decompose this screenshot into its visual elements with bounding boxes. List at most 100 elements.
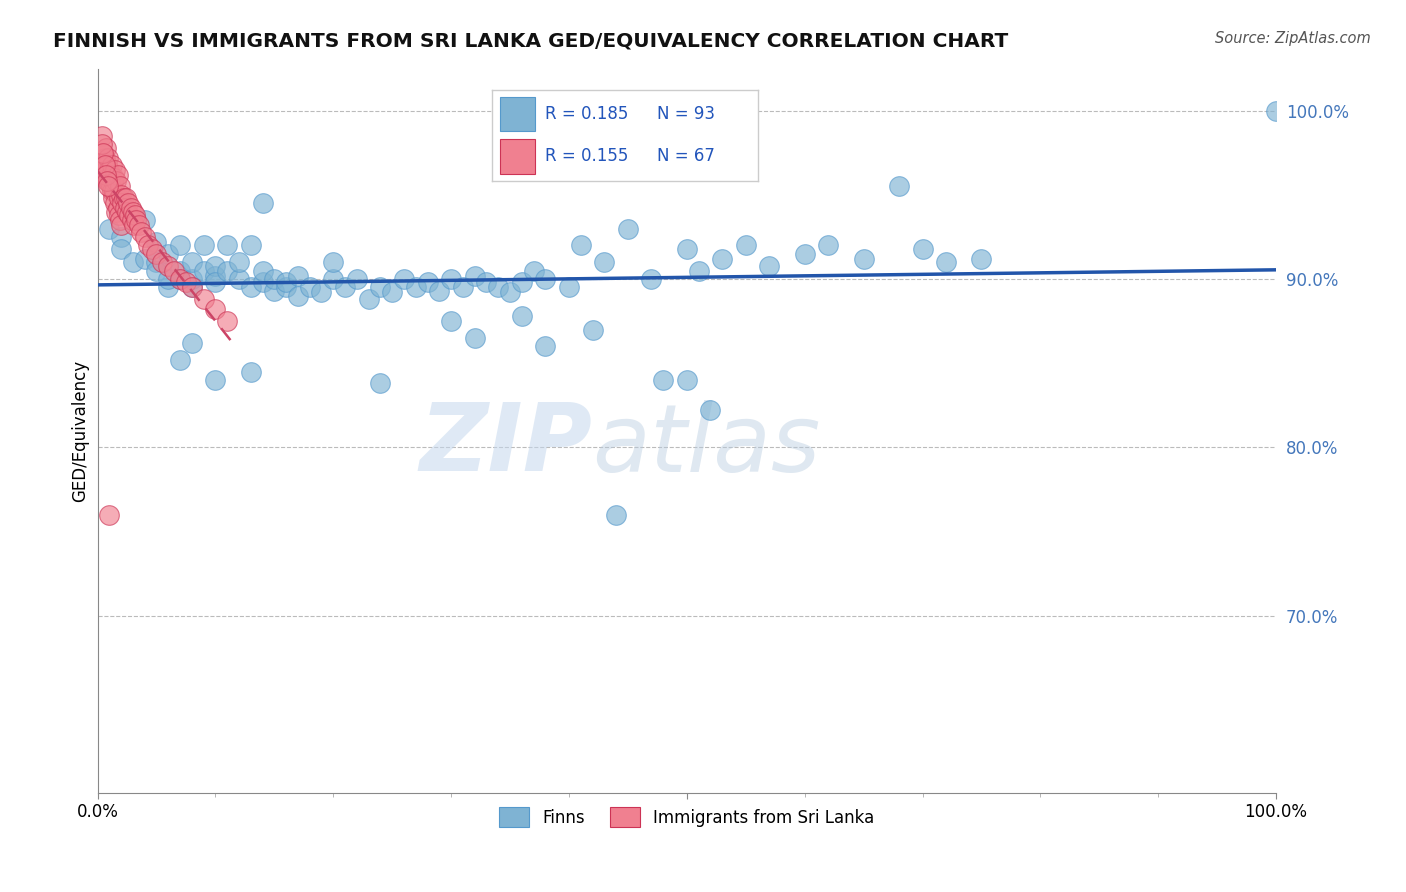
Point [97,151,120,165]
Point [510,309,533,323]
Point [322,272,344,286]
Point [558,280,581,294]
Point [534,272,557,286]
Point [322,255,344,269]
Point [193,263,215,277]
Point [204,268,226,283]
Point [593,255,616,269]
Point [204,276,226,290]
Point [163,263,186,277]
Point [103,185,125,199]
Point [169,352,191,367]
Point [108,179,131,194]
Point [174,276,197,290]
Point [451,280,474,294]
Point [121,213,143,227]
Point [298,280,321,294]
Point [440,314,463,328]
Point [124,208,146,222]
Point [180,280,202,294]
Point [440,272,463,286]
Point [911,242,934,256]
Point [204,302,226,317]
Point [150,255,173,269]
Point [91,137,114,152]
Point [1265,103,1288,118]
Point [100,168,122,182]
Point [887,179,910,194]
Point [605,508,627,522]
Point [263,272,285,286]
Point [287,268,309,283]
Point [107,191,129,205]
Point [93,145,115,160]
Point [734,238,756,252]
Point [193,292,215,306]
Point [97,174,120,188]
Point [94,141,117,155]
Point [652,373,675,387]
Point [499,285,522,300]
Point [180,272,202,286]
Point [134,213,156,227]
Point [97,179,120,194]
Point [193,238,215,252]
Point [98,221,121,235]
Point [287,289,309,303]
Point [107,208,129,222]
Point [122,255,145,269]
Point [105,204,128,219]
Point [101,174,124,188]
Point [93,151,115,165]
Text: FINNISH VS IMMIGRANTS FROM SRI LANKA GED/EQUIVALENCY CORRELATION CHART: FINNISH VS IMMIGRANTS FROM SRI LANKA GED… [53,31,1008,50]
Point [416,276,439,290]
Point [464,331,486,345]
Point [239,280,262,294]
Point [311,285,333,300]
Point [108,213,131,227]
Point [98,162,121,177]
Point [676,373,699,387]
Point [252,276,274,290]
Text: ZIP: ZIP [419,399,592,491]
Point [204,259,226,273]
Point [180,336,202,351]
Point [122,213,145,227]
Point [94,162,117,177]
Point [111,196,134,211]
Point [180,280,202,294]
Point [357,292,380,306]
Point [100,185,122,199]
Point [217,263,239,277]
Point [93,145,115,160]
Point [100,157,122,171]
Point [640,272,662,286]
Point [98,508,121,522]
Point [134,230,156,244]
Point [145,246,167,260]
Point [510,276,533,290]
Point [817,238,839,252]
Point [110,242,132,256]
Point [96,174,118,188]
Point [110,187,132,202]
Point [96,157,118,171]
Point [370,376,392,391]
Point [145,255,167,269]
Point [392,272,415,286]
Point [475,276,498,290]
Point [118,208,141,222]
Point [204,373,226,387]
Point [534,339,557,353]
Point [157,259,180,273]
Point [333,280,356,294]
Point [134,252,156,266]
Point [676,242,699,256]
Point [136,238,159,252]
Point [217,314,239,328]
Point [405,280,427,294]
Point [523,263,546,277]
Point [617,221,640,235]
Point [125,213,148,227]
Point [711,252,734,266]
